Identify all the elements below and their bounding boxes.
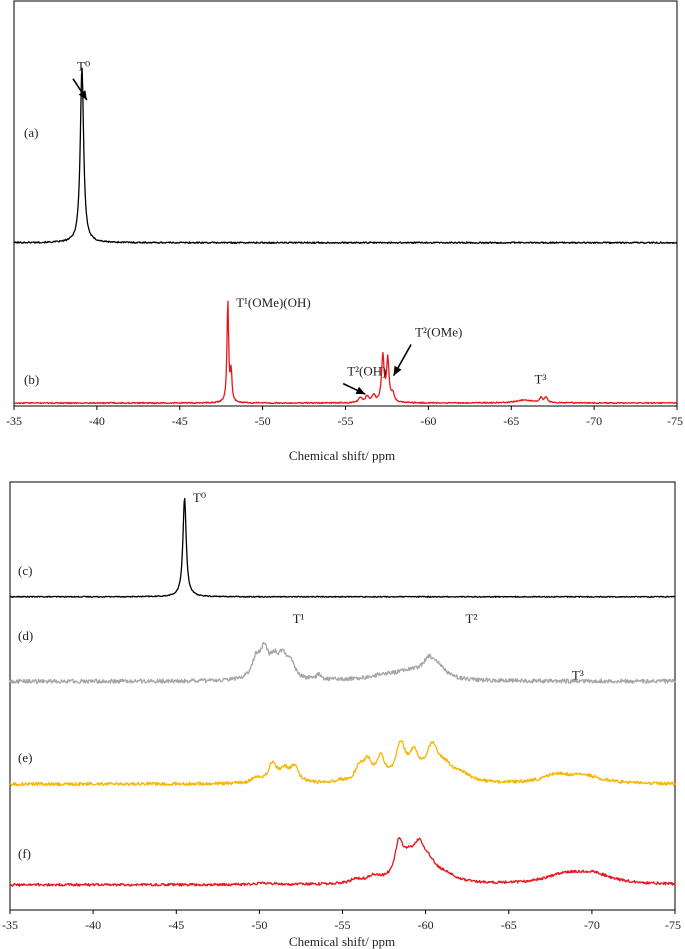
peak-label-0-4: T³: [535, 371, 547, 386]
spectrum-trace-d: [9, 641, 676, 684]
x-axis-bottom: -35 -40 -45 -50 -55 -60 -65 -70 -75: [2, 910, 681, 932]
x-tick-label-0-3: -50: [255, 414, 271, 428]
spectrum-trace-e: [9, 739, 676, 787]
arrowhead-0-2: [393, 365, 402, 376]
panel-label-b: (b): [24, 372, 39, 387]
x-tick-label-1-2: -45: [168, 918, 184, 932]
peak-label-1-2: T²: [466, 611, 478, 626]
spectrum-trace-f: [9, 836, 676, 887]
x-tick-label-1-0: -35: [2, 918, 18, 932]
x-tick-label-0-6: -65: [503, 414, 519, 428]
x-tick-label-0-1: -40: [89, 414, 105, 428]
x-tick-label-1-7: -70: [584, 918, 600, 932]
arrowhead-0-3: [355, 386, 366, 395]
x-tick-label-0-8: -75: [667, 414, 683, 428]
x-tick-label-0-7: -70: [586, 414, 602, 428]
x-axis-title-top: Chemical shift/ ppm: [289, 448, 395, 463]
panel-label-f: (f): [18, 846, 31, 861]
peak-label-1-0: T⁰: [193, 490, 206, 505]
annotations-top: T⁰ T¹(OMe)(OH) T²(OMe) T²(OH) T³: [72, 59, 547, 395]
x-tick-label-1-6: -65: [501, 918, 517, 932]
x-tick-label-1-8: -75: [665, 918, 681, 932]
panel-label-a: (a): [24, 125, 38, 140]
peak-label-1-3: T³: [572, 667, 584, 682]
annotations-bottom: T⁰ T¹ T² T³: [193, 490, 584, 682]
panel-label-e: (e): [18, 750, 32, 765]
peak-label-1-1: T¹: [293, 611, 305, 626]
x-tick-label-1-4: -55: [335, 918, 351, 932]
x-axis-top: -35 -40 -45 -50 -55 -60 -65 -70 -75: [6, 406, 683, 428]
x-tick-label-0-0: -35: [6, 414, 22, 428]
peak-label-0-0: T⁰: [77, 59, 90, 74]
spectra-panel-top: T⁰ T¹(OMe)(OH) T²(OMe) T²(OH) T³ -35 -40 -45 -5…: [6, 0, 683, 463]
spectrum-trace-a: [13, 67, 678, 245]
spectrum-trace-b: [13, 300, 678, 405]
plot-frame-bottom: [9, 481, 676, 911]
traces-top: [13, 67, 678, 405]
peak-label-0-2: T²(OMe): [415, 325, 462, 340]
spectra-panel-bottom: T⁰ T¹ T² T³ -35 -40 -45 -50 -55 -60 -65 -70 -75 (c)…: [2, 481, 681, 949]
x-tick-label-0-2: -45: [172, 414, 188, 428]
spectrum-trace-c: [9, 497, 676, 598]
peak-label-0-3: T²(OH): [347, 364, 386, 379]
x-tick-label-1-1: -40: [85, 918, 101, 932]
panel-label-c: (c): [18, 563, 32, 578]
x-tick-label-0-4: -55: [338, 414, 354, 428]
panel-label-d: (d): [18, 628, 33, 643]
traces-bottom: [9, 497, 676, 887]
x-tick-label-0-5: -60: [420, 414, 436, 428]
x-tick-label-1-3: -50: [251, 918, 267, 932]
peak-label-0-1: T¹(OMe)(OH): [236, 295, 311, 310]
arrowhead-0-0: [78, 90, 87, 100]
x-axis-title-bottom: Chemical shift/ ppm: [289, 934, 395, 949]
plot-frame-top: [13, 0, 678, 407]
x-tick-label-1-5: -60: [418, 918, 434, 932]
